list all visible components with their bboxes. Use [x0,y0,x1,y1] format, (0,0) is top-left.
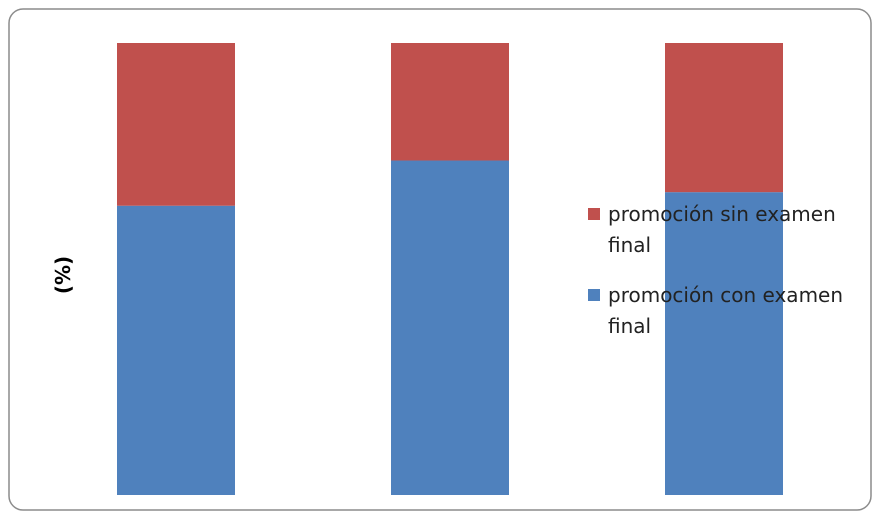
legend-label-1-line-1: promoción sin examen [608,202,836,226]
bar-segment-con-examen-2 [391,160,509,495]
legend-swatch-1 [588,208,600,220]
y-axis-label: (%) [51,256,75,294]
bar-segment-sin-examen-3 [665,43,783,193]
bar-segment-sin-examen-2 [391,43,509,161]
legend-label-1-line-2: final [608,233,651,257]
legend-label-2-line-1: promoción con examen [608,283,843,307]
legend: promoción sin examen final promoción con e… [588,202,843,338]
stacked-bar-chart: (%) promoción sin examen final promoción c… [8,8,872,511]
bar-segment-sin-examen-1 [117,43,235,206]
bar-segment-con-examen-1 [117,205,235,495]
chart-frame: (%) promoción sin examen final promoción c… [8,8,872,511]
bars-group [117,43,783,495]
bar-segment-con-examen-3 [665,192,783,495]
legend-label-2-line-2: final [608,314,651,338]
legend-swatch-2 [588,289,600,301]
